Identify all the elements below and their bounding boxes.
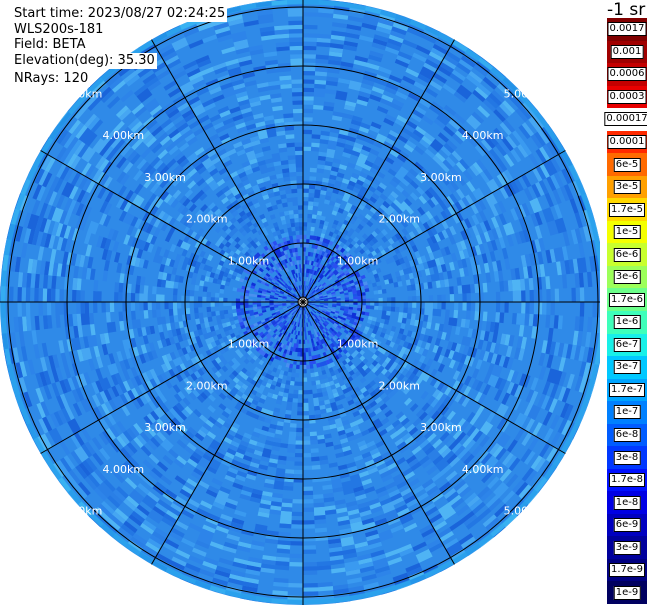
colorbar-label: 0.0006 — [607, 67, 647, 82]
colorbar-label: 1e-6 — [613, 315, 641, 330]
azimuth-line — [40, 301, 304, 454]
elevation-text: Elevation(deg): 35.30 — [12, 53, 157, 69]
range-ring-label: 2.00km — [186, 379, 228, 392]
range-ring-label: 5.00km — [504, 87, 546, 100]
range-ring-label: 3.00km — [144, 171, 186, 184]
range-ring-label: 1.00km — [337, 338, 379, 351]
colorbar-label: 3e-9 — [613, 540, 641, 555]
azimuth-line — [302, 301, 455, 565]
azimuth-line — [151, 39, 304, 303]
range-ring-label: 4.00km — [462, 463, 504, 476]
cell-group — [235, 236, 366, 365]
ppi-scan-plot: 1.00km 1.00km 1.00km 1.00km 2.00km 2.00km 2.00… — [0, 0, 600, 605]
range-ring-label: 3.00km — [144, 421, 186, 434]
colorbar-label: 1e-7 — [613, 405, 641, 420]
cell-group — [0, 0, 596, 597]
colorbar-label: 0.0003 — [607, 89, 647, 104]
colorbar-label: 6e-7 — [613, 337, 641, 352]
colorbar-label: 0.0001 — [607, 134, 647, 149]
azimuth-line — [40, 150, 304, 303]
range-ring-label: 3.00km — [420, 421, 462, 434]
colorbar-label: 3e-7 — [613, 360, 641, 375]
range-ring-label: 4.00km — [103, 129, 145, 142]
range-ring-labels: 1.00km 1.00km 1.00km 1.00km 2.00km 2.00km 2.00… — [61, 87, 545, 517]
range-ring-label: 2.00km — [186, 213, 228, 226]
colorbar-label: 1.7e-8 — [608, 473, 646, 488]
azimuth-line — [302, 301, 566, 454]
azimuth-line — [302, 39, 455, 303]
range-ring-label: 4.00km — [462, 129, 504, 142]
azimuth-line — [151, 301, 304, 565]
colorbar-label: 0.0017 — [607, 22, 647, 37]
range-ring-label: 5.00km — [61, 87, 103, 100]
colorbar-label: 1.7e-5 — [608, 202, 646, 217]
start-time-text: Start time: 2023/08/27 02:24:25 — [12, 6, 228, 22]
site-name-text: WLS200s-181 — [12, 22, 106, 38]
colorbar-label: 1.7e-9 — [608, 563, 646, 578]
range-ring-label: 3.00km — [420, 171, 462, 184]
colorbar-label: 1.7e-7 — [608, 382, 646, 397]
range-ring-label: 1.00km — [228, 254, 270, 267]
range-ring-label: 5.00km — [61, 505, 103, 518]
nrays-text: NRays: 120 — [12, 71, 91, 87]
field-text: Field: BETA — [12, 37, 88, 53]
colorbar-label: 3e-5 — [613, 180, 641, 195]
colorbar-label: 6e-6 — [613, 247, 641, 262]
range-ring-label: 4.00km — [103, 463, 145, 476]
colorbar-label: 1.7e-6 — [608, 292, 646, 307]
colorbar-label: 1e-9 — [613, 585, 641, 600]
colorbar-unit-label: -1 sr — [607, 0, 646, 20]
range-ring-label: 1.00km — [228, 338, 270, 351]
range-ring-label: 2.00km — [378, 379, 420, 392]
range-ring-label: 1.00km — [337, 254, 379, 267]
colorbar-label: 3e-8 — [613, 450, 641, 465]
range-ring-label: 2.00km — [378, 213, 420, 226]
azimuth-lines — [0, 0, 600, 605]
colorbar-label: 1e-8 — [613, 495, 641, 510]
colorbar: 0.0017 0.001 0.0006 0.0003 0.00017 0.0001 6e-5… — [604, 18, 647, 605]
azimuth-line — [302, 150, 566, 303]
colorbar-label: 1e-5 — [613, 225, 641, 240]
colorbar-label: 0.00017 — [604, 112, 647, 127]
cell-group — [236, 234, 371, 370]
range-ring-label: 5.00km — [504, 505, 546, 518]
colorbar-label: 6e-9 — [613, 518, 641, 533]
colorbar-label: 0.001 — [610, 44, 644, 59]
colorbar-label: 6e-5 — [613, 157, 641, 172]
radar-center-marker — [297, 296, 309, 308]
colorbar-label: 6e-8 — [613, 427, 641, 442]
colorbar-label: 3e-6 — [613, 270, 641, 285]
